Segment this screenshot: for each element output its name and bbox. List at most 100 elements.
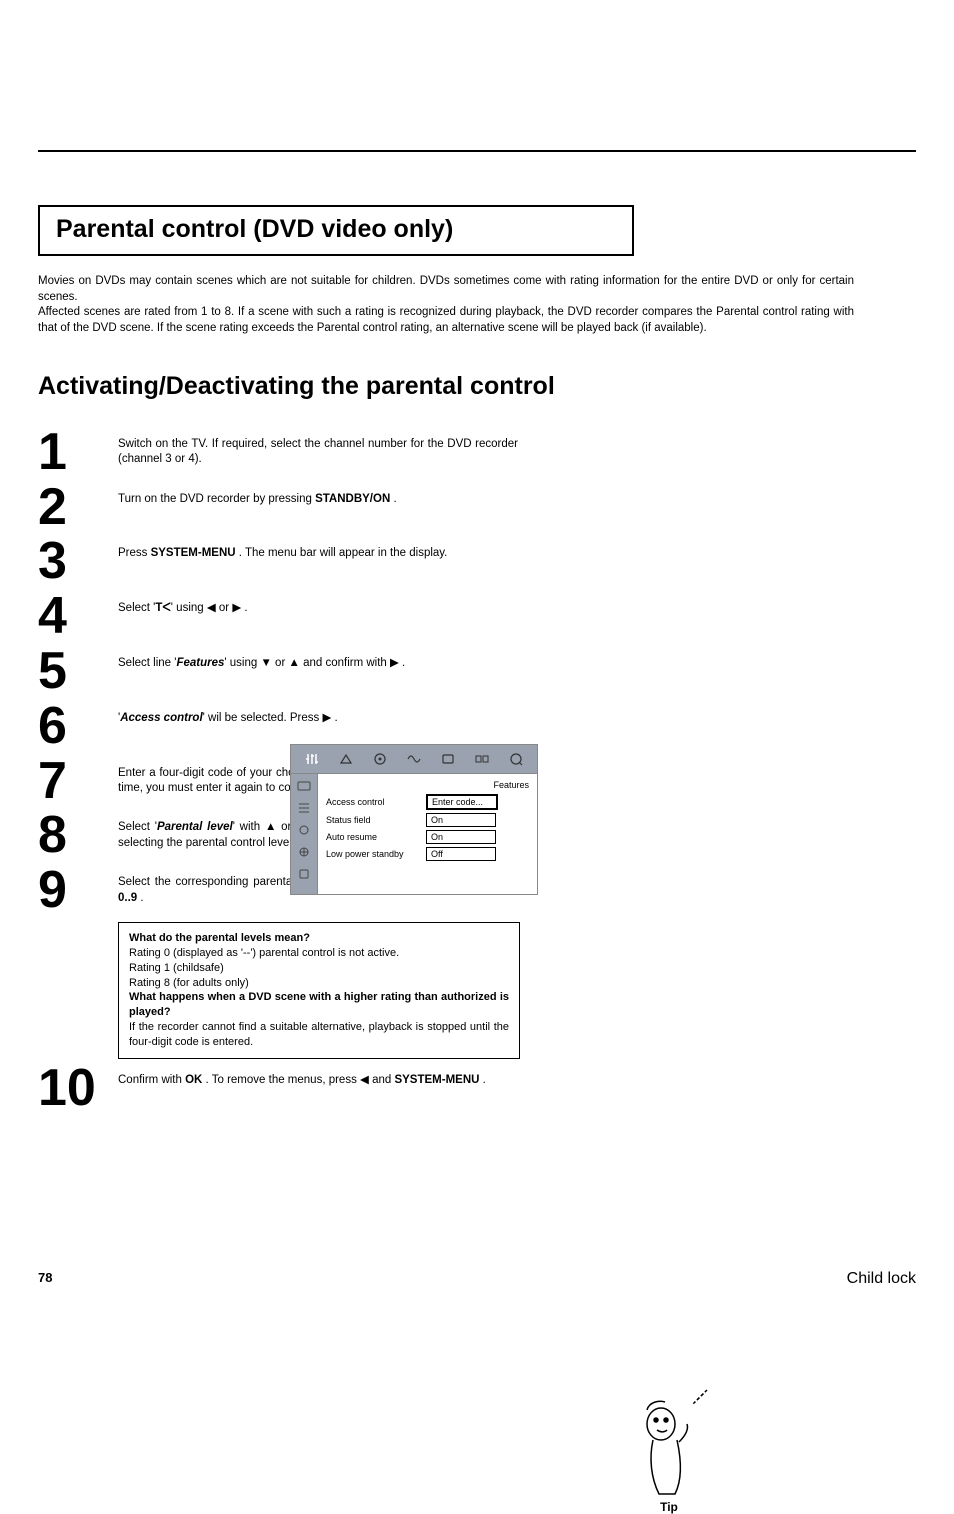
step-text-5: Select line 'Features' using ▼ or ▲ and … <box>118 648 518 672</box>
menu-item: Access control <box>120 712 202 724</box>
button-ref: STANDBY/ON <box>315 493 390 505</box>
osd-value: On <box>426 830 496 844</box>
t: ' using <box>224 657 260 669</box>
t: or <box>272 657 289 669</box>
t: and confirm with <box>300 657 390 669</box>
menu-item: Features <box>176 657 224 669</box>
osd-icon-6 <box>474 752 490 766</box>
t: Select ' <box>118 602 155 614</box>
page: Parental control (DVD video only) Movies… <box>0 0 954 1338</box>
tip-a1c: Rating 8 (for adults only) <box>129 976 509 991</box>
step-num-7: 7 <box>38 758 118 805</box>
step-num-1: 1 <box>38 429 118 476</box>
osd-side-icon <box>297 802 311 814</box>
step-2: 2 Turn on the DVD recorder by pressing S… <box>38 484 854 531</box>
osd-heading: Features <box>326 780 529 790</box>
osd-label: Status field <box>326 815 426 825</box>
osd-panel: Features Access control Enter code... St… <box>290 744 538 895</box>
button-ref: OK <box>185 1074 202 1086</box>
step-num-5: 5 <box>38 648 118 695</box>
tip-label: Tip <box>624 1500 714 1514</box>
osd-row-resume: Auto resume On <box>326 830 529 844</box>
intro-p2: Affected scenes are rated from 1 to 8. I… <box>38 305 854 336</box>
osd-label: Auto resume <box>326 832 426 842</box>
t: . <box>331 712 337 724</box>
section-heading: Activating/Deactivating the parental con… <box>38 372 854 401</box>
step-3: 3 Press SYSTEM-MENU . The menu bar will … <box>38 538 854 585</box>
menu-icon-ref: Tᐸ <box>155 602 170 614</box>
osd-menu-bar <box>291 745 537 774</box>
step-text-10: Confirm with OK . To remove the menus, p… <box>118 1065 518 1089</box>
step-1: 1 Switch on the TV. If required, select … <box>38 429 854 476</box>
button-ref: SYSTEM-MENU <box>394 1074 479 1086</box>
step-6: 6 'Access control' wil be selected. Pres… <box>38 703 854 750</box>
page-footer: 78 Child lock <box>38 1270 916 1288</box>
t: Press <box>118 547 151 559</box>
up-icon: ▲ <box>265 820 276 836</box>
osd-side-icon <box>297 780 311 792</box>
t: . The menu bar will appear in the displa… <box>236 547 448 559</box>
t: . <box>241 602 247 614</box>
t: . <box>479 1074 485 1086</box>
step-5: 5 Select line 'Features' using ▼ or ▲ an… <box>38 648 854 695</box>
step-text-2: Turn on the DVD recorder by pressing STA… <box>118 484 518 508</box>
tip-a2: If the recorder cannot find a suitable a… <box>129 1020 509 1050</box>
step-num-2: 2 <box>38 484 118 531</box>
step-num-8: 8 <box>38 812 118 859</box>
down-icon: ▼ <box>260 656 271 672</box>
right-icon: ▶ <box>322 711 331 727</box>
tip-box: What do the parental levels mean? Rating… <box>118 922 520 1059</box>
osd-icon-2 <box>338 752 354 766</box>
t: or <box>216 602 233 614</box>
up-icon: ▲ <box>288 656 299 672</box>
t: . <box>390 493 396 505</box>
osd-value: On <box>426 813 496 827</box>
intro-text: Movies on DVDs may contain scenes which … <box>38 274 854 336</box>
menu-item: Parental level <box>157 821 233 833</box>
step-text-1: Switch on the TV. If required, select th… <box>118 429 518 468</box>
osd-value: Enter code... <box>426 794 498 810</box>
t: . To remove the menus, press <box>202 1074 360 1086</box>
tip-graphic: Tip <box>624 1388 714 1514</box>
step-num-4: 4 <box>38 593 118 640</box>
osd-icon-7 <box>508 752 524 766</box>
tip-a1b: Rating 1 (childsafe) <box>129 961 509 976</box>
t: ' with <box>233 821 265 833</box>
page-number: 78 <box>38 1270 52 1288</box>
osd-main: Features Access control Enter code... St… <box>318 774 537 894</box>
osd-row-status: Status field On <box>326 813 529 827</box>
osd-side-bar <box>291 774 318 894</box>
t: Select ' <box>118 821 157 833</box>
button-ref: 0..9 <box>118 892 137 904</box>
t: . <box>399 657 405 669</box>
button-ref: SYSTEM-MENU <box>151 547 236 559</box>
footer-text: Child lock <box>847 1270 916 1288</box>
t: ' using <box>171 602 207 614</box>
osd-icon-4 <box>406 752 422 766</box>
title-box: Parental control (DVD video only) <box>38 205 634 256</box>
page-title: Parental control (DVD video only) <box>56 215 616 244</box>
osd-side-icon <box>297 868 311 880</box>
step-text-4: Select 'Tᐸ' using ◀ or ▶ . <box>118 593 518 617</box>
right-icon: ▶ <box>390 656 399 672</box>
tip-a1a: Rating 0 (displayed as '--') parental co… <box>129 946 509 961</box>
step-num-6: 6 <box>38 703 118 750</box>
osd-side-icon <box>297 824 311 836</box>
top-rule <box>38 150 916 152</box>
t: Turn on the DVD recorder by pressing <box>118 493 315 505</box>
osd-label: Low power standby <box>326 849 426 859</box>
step-num-10: 10 <box>38 1065 118 1112</box>
intro-p1: Movies on DVDs may contain scenes which … <box>38 274 854 305</box>
step-4: 4 Select 'Tᐸ' using ◀ or ▶ . <box>38 593 854 640</box>
steps-list: 1 Switch on the TV. If required, select … <box>38 429 854 1112</box>
t: and <box>369 1074 395 1086</box>
osd-row-access: Access control Enter code... <box>326 794 529 810</box>
step-text-3: Press SYSTEM-MENU . The menu bar will ap… <box>118 538 518 562</box>
left-icon: ◀ <box>360 1073 369 1089</box>
tip-q1: What do the parental levels mean? <box>129 931 509 946</box>
t: ' wil be selected. Press <box>203 712 323 724</box>
step-num-3: 3 <box>38 538 118 585</box>
t: Confirm with <box>118 1074 185 1086</box>
osd-body: Features Access control Enter code... St… <box>291 774 537 894</box>
t: Select line ' <box>118 657 176 669</box>
